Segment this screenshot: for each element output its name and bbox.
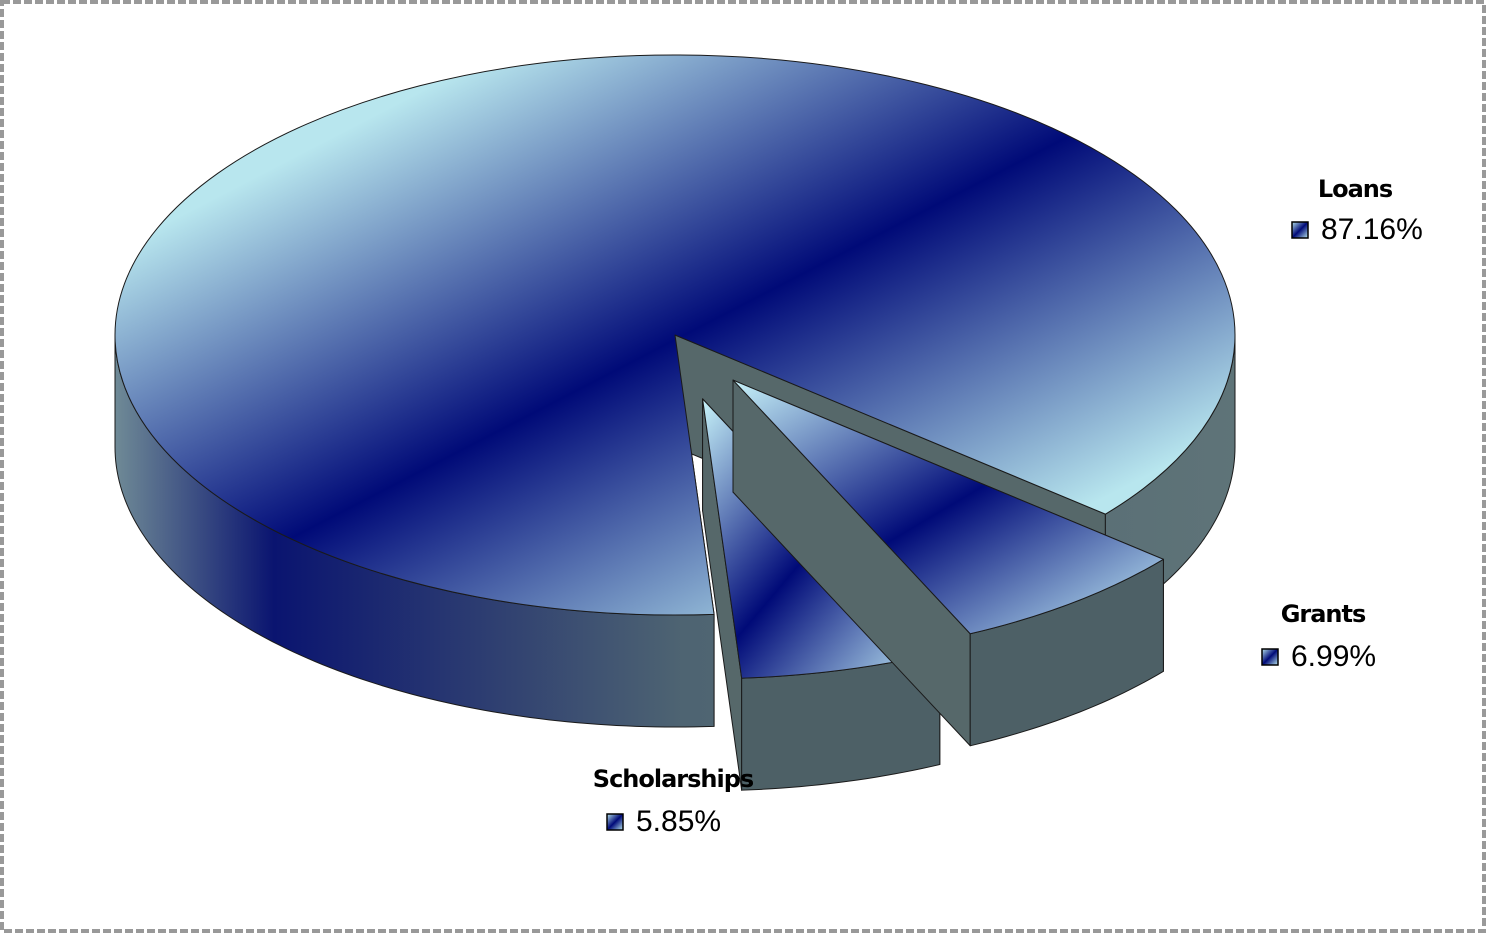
category-label: Scholarships <box>593 765 754 793</box>
legend-key <box>1261 648 1279 666</box>
legend-key <box>1291 221 1309 239</box>
category-label: Grants <box>1281 600 1366 628</box>
slice-top <box>114 54 1236 616</box>
value-label: 87.16% <box>1321 213 1423 246</box>
category-label: Loans <box>1318 175 1393 203</box>
slice-top <box>732 379 1164 635</box>
slices <box>114 54 1236 791</box>
value-label: 5.85% <box>636 805 721 838</box>
value-label: 6.99% <box>1291 640 1376 673</box>
legend-key <box>606 813 624 831</box>
labels: Loans 87.16% Grants 6.99% Scholarships 5.85% <box>593 175 1423 838</box>
